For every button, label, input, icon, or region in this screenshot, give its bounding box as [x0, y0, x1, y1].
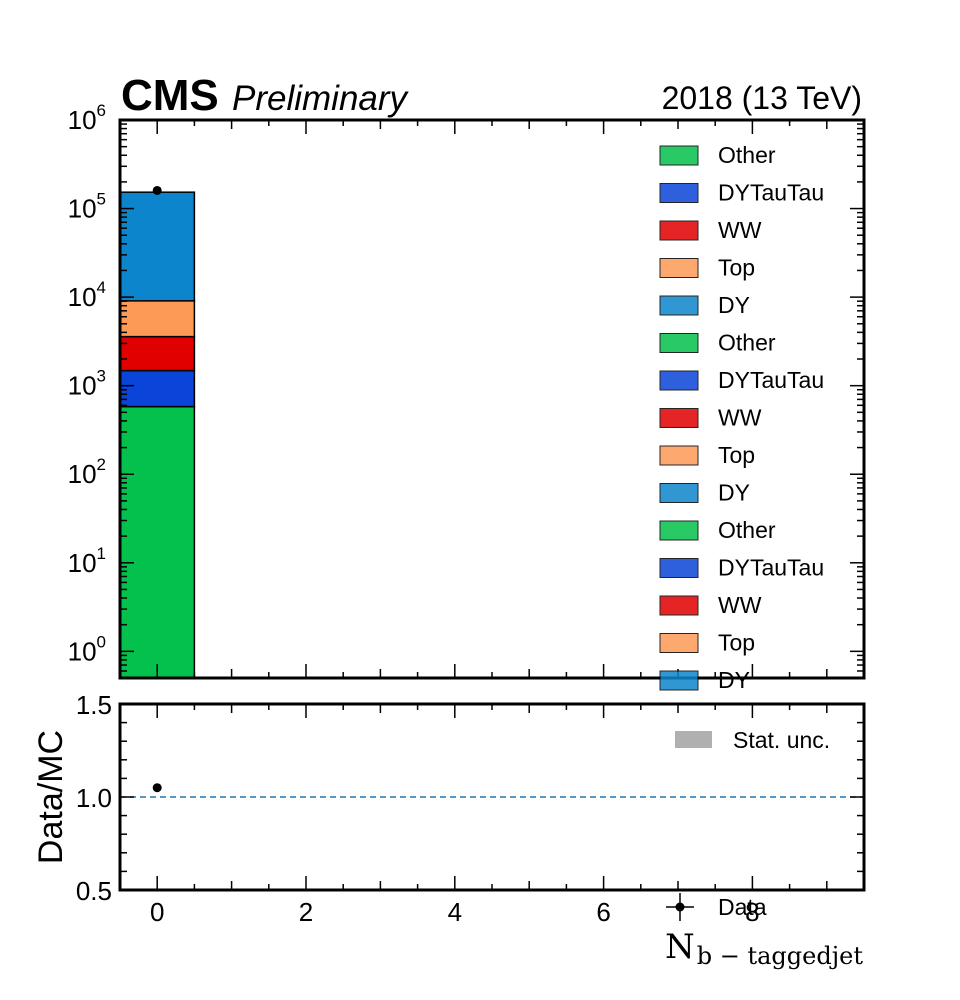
x-tick-label: 0 — [150, 897, 164, 927]
legend-swatch-other — [659, 520, 699, 541]
legend-label-top: Top — [718, 255, 755, 281]
x-tick-label: 2 — [299, 897, 313, 927]
legend-swatch-dytautau — [659, 183, 699, 203]
legend-label-dytautau: DYTauTau — [718, 367, 824, 393]
legend-label-dy: DY — [718, 667, 750, 693]
ratio-y-axis-title: Data/MC — [32, 730, 70, 864]
ratio-point — [152, 783, 162, 793]
y-tick-label-base: 10 — [68, 105, 97, 135]
legend-swatch-top — [659, 258, 699, 278]
y-tick-label: 104 — [68, 278, 106, 312]
ratio-y-tick-label: 1.0 — [76, 783, 112, 813]
legend-swatch-top — [659, 445, 699, 466]
y-tick-label-base: 10 — [68, 459, 97, 489]
stat-unc-label: Stat. unc. — [733, 727, 830, 753]
y-tick-label-base: 10 — [68, 194, 97, 224]
y-tick-label: 102 — [68, 455, 106, 489]
bar-dy — [119, 191, 196, 302]
legend-swatch-dy — [659, 295, 699, 316]
bar-ww — [119, 335, 196, 372]
y-tick-label-exponent: 5 — [97, 190, 106, 209]
y-tick-label: 106 — [68, 101, 106, 135]
bar-dytautau — [119, 369, 196, 408]
ratio-y-tick-labels: 0.5 1.0 1.5 — [76, 690, 112, 906]
legend-swatch-ww — [659, 220, 699, 241]
legend-label-dytautau: DYTauTau — [718, 555, 824, 581]
y-tick-label-exponent: 4 — [97, 278, 106, 297]
ratio-y-tick-label: 0.5 — [76, 876, 112, 906]
legend-label-dy: DY — [718, 480, 750, 506]
legend-label-top: Top — [718, 630, 755, 656]
y-tick-label-exponent: 6 — [97, 101, 106, 120]
legend-swatch-dytautau — [659, 370, 699, 391]
legend-label-other: Other — [718, 142, 776, 168]
legend-swatch-top — [659, 633, 699, 653]
ratio-y-tick-label: 1.5 — [76, 690, 112, 720]
x-axis-title-sub: b − taggedjet — [697, 942, 864, 970]
y-tick-label: 100 — [68, 632, 106, 666]
bar-top — [119, 300, 196, 338]
legend-label-other: Other — [718, 330, 776, 356]
y-tick-label-base: 10 — [68, 548, 97, 578]
experiment-label: CMS — [121, 71, 219, 120]
legend-label-top: Top — [718, 442, 755, 468]
stat-unc-swatch — [675, 731, 712, 748]
stacked-bars — [119, 191, 196, 679]
y-tick-label-base: 10 — [68, 636, 97, 666]
ratio-points — [152, 783, 162, 793]
ratio-frame — [118, 702, 866, 892]
legend-label-other: Other — [718, 517, 776, 543]
legend-label-dy: DY — [718, 292, 750, 318]
y-tick-label-exponent: 2 — [97, 455, 106, 474]
bar-other — [119, 405, 196, 679]
legend-label-ww: WW — [718, 217, 762, 243]
x-tick-labels: 0 2 4 6 8 — [150, 897, 760, 927]
y-tick-label-exponent: 0 — [97, 632, 106, 651]
y-tick-label: 101 — [68, 544, 106, 578]
legend-swatch-dytautau — [659, 558, 699, 578]
main-legend: Other DYTauTau WW Top DY Other DYTauTau WW Top DY… — [659, 142, 824, 693]
lumi-label: 2018 (13 TeV) — [662, 80, 862, 116]
x-tick-label: 6 — [596, 897, 610, 927]
legend-swatch-dy — [659, 483, 699, 503]
legend-label-ww: WW — [718, 405, 762, 431]
legend-label-ww: WW — [718, 592, 762, 618]
x-axis-title: Nb − taggedjet — [665, 927, 863, 970]
data-point — [152, 185, 162, 195]
data-points — [152, 185, 162, 195]
y-tick-label: 103 — [68, 367, 106, 401]
legend-swatch-ww — [659, 595, 699, 616]
y-tick-label-exponent: 1 — [97, 544, 106, 563]
legend-swatch-ww — [659, 408, 699, 428]
x-axis-title-base: N — [665, 927, 695, 967]
y-tick-label-base: 10 — [68, 282, 97, 312]
y-tick-label-exponent: 3 — [97, 367, 106, 386]
legend-swatch-other — [659, 145, 699, 166]
legend-label-dytautau: DYTauTau — [718, 180, 824, 206]
x-tick-label: 4 — [448, 897, 462, 927]
x-tick-label: 8 — [745, 897, 759, 927]
data-legend-label: Data — [718, 894, 767, 920]
data-legend-marker — [666, 893, 694, 921]
legend-swatch-dy — [659, 670, 699, 691]
main-frame — [118, 118, 866, 680]
legend-swatch-other — [659, 333, 699, 353]
y-tick-label: 105 — [68, 190, 106, 224]
y-tick-label-base: 10 — [68, 371, 97, 401]
status-label: Preliminary — [232, 79, 410, 118]
